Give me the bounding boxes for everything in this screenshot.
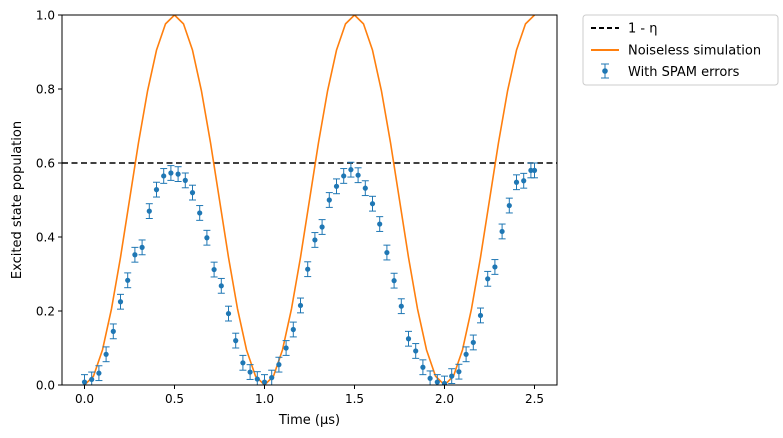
spam-point bbox=[269, 375, 275, 381]
y-tick-label: 1.0 bbox=[36, 8, 55, 22]
spam-point bbox=[420, 364, 426, 370]
spam-point bbox=[211, 266, 217, 273]
spam-point bbox=[261, 379, 268, 385]
spam-point bbox=[521, 178, 527, 184]
x-axis: 0.0 0.5 1.0 1.5 2.0 2.5 bbox=[75, 385, 544, 406]
y-tick-label: 0.4 bbox=[36, 230, 55, 244]
spam-point bbox=[110, 328, 116, 334]
plot-frame bbox=[61, 14, 558, 386]
spam-point bbox=[290, 326, 296, 333]
spam-point bbox=[456, 369, 462, 375]
legend-swatch-spam bbox=[601, 63, 609, 79]
spam-point bbox=[384, 249, 390, 256]
spam-point bbox=[254, 376, 260, 382]
y-tick-label: 0.0 bbox=[36, 378, 55, 392]
spam-point bbox=[492, 264, 498, 270]
spam-point bbox=[96, 370, 102, 376]
spam-point bbox=[434, 379, 440, 385]
x-tick-label: 2.0 bbox=[435, 392, 454, 406]
spam-point bbox=[441, 380, 448, 385]
spam-point bbox=[341, 173, 347, 179]
spam-point bbox=[326, 197, 332, 203]
spam-point bbox=[247, 369, 253, 375]
spam-point bbox=[499, 228, 505, 235]
legend-frame bbox=[582, 14, 779, 86]
spam-point bbox=[377, 221, 383, 227]
y-axis-label: Excited state population bbox=[10, 121, 25, 279]
spam-point bbox=[413, 348, 419, 354]
spam-point bbox=[463, 351, 469, 357]
spam-point bbox=[506, 202, 512, 209]
y-tick-label: 0.6 bbox=[36, 156, 55, 170]
spam-point bbox=[89, 376, 95, 383]
spam-point bbox=[305, 266, 311, 272]
plot-area bbox=[62, 15, 557, 385]
spam-point bbox=[139, 244, 145, 250]
spam-point bbox=[161, 173, 167, 179]
x-axis-label: Time (μs) bbox=[278, 413, 340, 428]
spam-point bbox=[405, 336, 412, 342]
spam-point bbox=[477, 312, 484, 319]
spam-point bbox=[283, 345, 289, 351]
x-tick-label: 0.0 bbox=[75, 392, 94, 406]
spam-point bbox=[125, 277, 131, 283]
spam-point bbox=[276, 362, 282, 368]
spam-point bbox=[348, 167, 354, 173]
noiseless-simulation-line bbox=[83, 15, 536, 385]
spam-point bbox=[240, 360, 246, 366]
spam-point bbox=[485, 276, 491, 282]
spam-point bbox=[168, 170, 174, 176]
spam-point bbox=[189, 190, 196, 196]
x-tick-label: 1.0 bbox=[255, 392, 274, 406]
spam-point bbox=[153, 187, 160, 193]
spam-point bbox=[333, 183, 340, 189]
spam-point bbox=[319, 224, 325, 230]
spam-point bbox=[427, 375, 433, 381]
x-tick-label: 2.5 bbox=[525, 392, 544, 406]
y-tick-label: 0.8 bbox=[36, 82, 55, 96]
x-tick-label: 0.5 bbox=[165, 392, 184, 406]
spam-point bbox=[355, 172, 361, 178]
spam-point bbox=[369, 201, 376, 207]
legend-label-threshold: 1 - η bbox=[628, 22, 657, 37]
legend-label-spam: With SPAM errors bbox=[628, 65, 740, 80]
spam-point bbox=[182, 177, 188, 183]
spam-point bbox=[470, 339, 476, 346]
spam-point bbox=[81, 379, 88, 385]
spam-point bbox=[197, 210, 203, 216]
legend-label-noiseless: Noiseless simulation bbox=[628, 44, 761, 59]
spam-point bbox=[175, 171, 181, 177]
spam-point bbox=[146, 208, 152, 214]
x-tick-label: 1.5 bbox=[345, 392, 364, 406]
spam-point bbox=[103, 351, 109, 357]
spam-point bbox=[362, 185, 368, 191]
spam-point bbox=[449, 373, 455, 379]
spam-point bbox=[233, 338, 239, 344]
spam-point bbox=[513, 179, 520, 185]
spam-point bbox=[398, 303, 404, 309]
spam-point bbox=[312, 237, 318, 243]
spam-point bbox=[117, 299, 124, 305]
spam-point bbox=[391, 278, 397, 284]
spam-point bbox=[297, 302, 304, 309]
spam-point bbox=[531, 167, 538, 173]
spam-point bbox=[528, 167, 534, 173]
y-axis: 0.0 0.2 0.4 0.6 0.8 1.0 bbox=[36, 8, 62, 392]
spam-point bbox=[132, 252, 138, 258]
spam-point bbox=[218, 283, 224, 289]
legend: 1 - η Noiseless simulation With SPAM err… bbox=[582, 14, 779, 86]
spam-point bbox=[204, 235, 210, 241]
spam-point bbox=[225, 310, 232, 317]
y-tick-label: 0.2 bbox=[36, 304, 55, 318]
